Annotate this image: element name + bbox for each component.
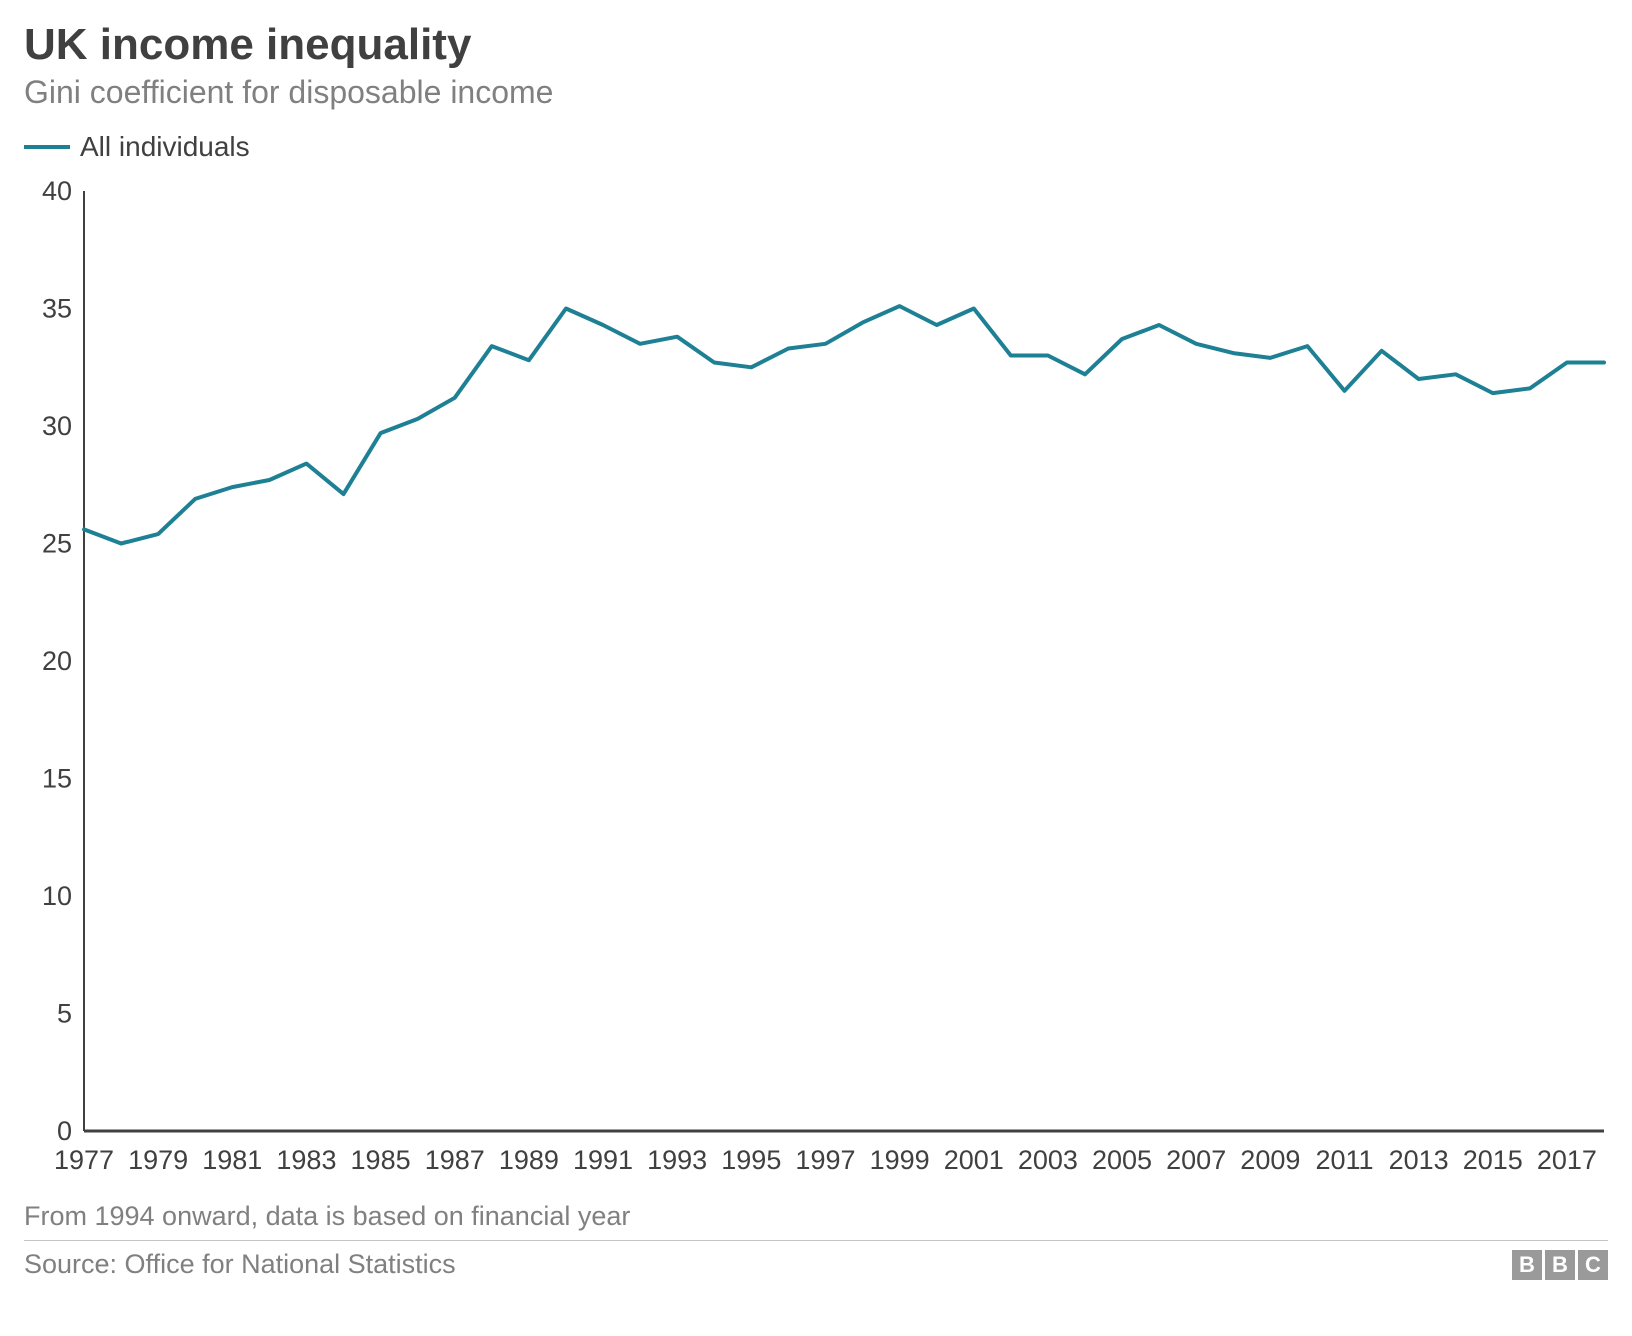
svg-text:2017: 2017 <box>1537 1145 1597 1175</box>
svg-text:2001: 2001 <box>944 1145 1004 1175</box>
bbc-logo-box: C <box>1578 1250 1608 1280</box>
svg-text:2005: 2005 <box>1092 1145 1152 1175</box>
legend-swatch <box>24 145 70 149</box>
svg-text:2007: 2007 <box>1166 1145 1226 1175</box>
svg-text:1999: 1999 <box>870 1145 930 1175</box>
svg-text:2011: 2011 <box>1315 1145 1373 1175</box>
source-row: Source: Office for National Statistics B… <box>24 1241 1608 1280</box>
legend: All individuals <box>24 131 1608 163</box>
svg-text:1991: 1991 <box>573 1145 633 1175</box>
svg-text:40: 40 <box>42 181 72 206</box>
svg-text:15: 15 <box>42 764 72 794</box>
svg-text:2003: 2003 <box>1018 1145 1078 1175</box>
svg-text:30: 30 <box>42 411 72 441</box>
svg-text:1993: 1993 <box>647 1145 707 1175</box>
svg-text:2009: 2009 <box>1240 1145 1300 1175</box>
chart-footnote: From 1994 onward, data is based on finan… <box>24 1191 1608 1241</box>
svg-text:1981: 1981 <box>202 1145 262 1175</box>
svg-text:20: 20 <box>42 646 72 676</box>
chart-subtitle: Gini coefficient for disposable income <box>24 74 1608 111</box>
svg-text:1997: 1997 <box>795 1145 855 1175</box>
svg-text:0: 0 <box>57 1116 72 1146</box>
svg-text:25: 25 <box>42 529 72 559</box>
svg-text:35: 35 <box>42 294 72 324</box>
svg-text:1995: 1995 <box>721 1145 781 1175</box>
svg-text:10: 10 <box>42 881 72 911</box>
svg-text:1985: 1985 <box>351 1145 411 1175</box>
line-chart: 0 5 10 15 20 25 30 35 40 1977 1979 1981 1983 1985 1987… <box>24 181 1608 1191</box>
svg-text:5: 5 <box>57 999 72 1029</box>
bbc-logo-box: B <box>1512 1250 1542 1280</box>
svg-text:2013: 2013 <box>1389 1145 1449 1175</box>
chart-source: Source: Office for National Statistics <box>24 1249 456 1280</box>
svg-text:1989: 1989 <box>499 1145 559 1175</box>
svg-text:1979: 1979 <box>128 1145 188 1175</box>
chart-svg: 0 5 10 15 20 25 30 35 40 1977 1979 1981 1983 1985 1987… <box>24 181 1608 1191</box>
svg-text:1987: 1987 <box>425 1145 485 1175</box>
bbc-logo-box: B <box>1545 1250 1575 1280</box>
bbc-logo: B B C <box>1512 1250 1608 1280</box>
legend-label: All individuals <box>80 131 250 163</box>
svg-text:1983: 1983 <box>276 1145 336 1175</box>
svg-text:1977: 1977 <box>54 1145 114 1175</box>
svg-text:2015: 2015 <box>1463 1145 1523 1175</box>
chart-title: UK income inequality <box>24 20 1608 70</box>
